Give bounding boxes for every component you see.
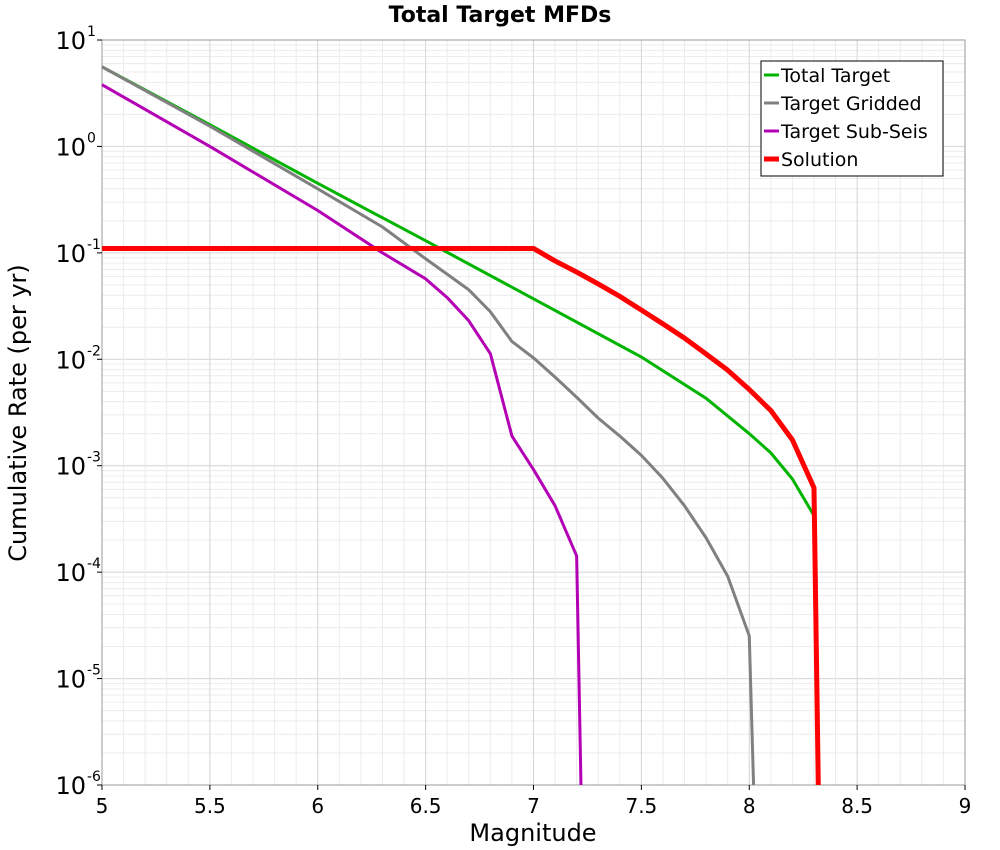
x-tick-label: 6.5 xyxy=(410,794,442,818)
series-line-target-gridded xyxy=(101,65,756,786)
legend-label-solution: Solution xyxy=(781,149,858,171)
y-tick-label: 10 xyxy=(55,240,86,268)
x-axis: 5 5.5 6 6.5 7 7.5 8 8.5 9 xyxy=(96,785,972,818)
y-tick-exponent: -2 xyxy=(87,343,101,359)
x-tick-label: 7.5 xyxy=(625,794,657,818)
x-axis-title: Magnitude xyxy=(469,819,596,847)
y-tick-label: 10 xyxy=(55,453,86,481)
y-tick-exponent: 0 xyxy=(87,130,96,146)
legend-label-target-sub-seis: Target Sub-Seis xyxy=(780,121,928,143)
y-tick-exponent: -1 xyxy=(87,237,101,253)
y-tick-label: 10 xyxy=(55,666,86,694)
y-axis-title: Cumulative Rate (per yr) xyxy=(4,264,32,562)
x-tick-label: 5 xyxy=(96,794,109,818)
x-tick-label: 8.5 xyxy=(841,794,873,818)
y-tick-label: 10 xyxy=(55,559,86,587)
legend: Total Target Target Gridded Target Sub-Sei… xyxy=(760,60,944,177)
y-tick-exponent: -5 xyxy=(87,663,101,679)
y-tick-exponent: -4 xyxy=(87,556,101,572)
y-tick-exponent: -3 xyxy=(87,450,101,466)
y-tick-label: 10 xyxy=(55,772,86,800)
y-tick-label: 10 xyxy=(55,27,86,55)
legend-box xyxy=(760,60,944,177)
x-tick-label: 6 xyxy=(311,794,324,818)
series-line-target-sub-seis xyxy=(101,83,583,786)
legend-label-total-target: Total Target xyxy=(780,65,890,87)
x-tick-label: 8 xyxy=(743,794,756,818)
y-tick-exponent: -6 xyxy=(87,769,101,785)
series-layer xyxy=(101,65,821,786)
x-tick-label: 5.5 xyxy=(194,794,226,818)
y-tick-exponent: 1 xyxy=(87,24,96,40)
x-tick-label: 9 xyxy=(959,794,972,818)
y-tick-label: 10 xyxy=(55,346,86,374)
y-tick-label: 10 xyxy=(55,133,86,161)
chart-title: Total Target MFDs xyxy=(389,3,612,28)
series-line-total-target xyxy=(101,65,816,517)
legend-label-target-gridded: Target Gridded xyxy=(780,93,922,115)
series-line-solution xyxy=(102,245,821,786)
x-tick-label: 7 xyxy=(527,794,540,818)
